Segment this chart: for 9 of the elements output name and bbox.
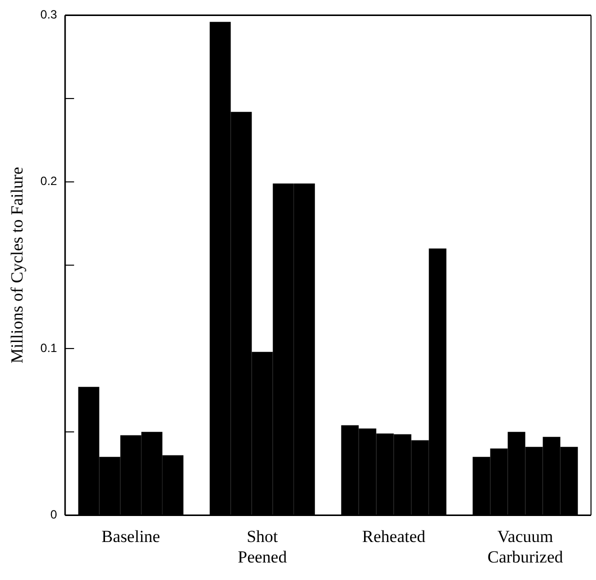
y-tick-label: 0 xyxy=(50,508,58,522)
y-tick-label: 0.3 xyxy=(40,8,58,22)
y-tick-label: 0.2 xyxy=(40,174,58,188)
x-tick-label: Baseline xyxy=(102,526,160,546)
x-tick-label: Reheated xyxy=(362,526,426,546)
x-tick-label: Shot Peened xyxy=(238,526,288,566)
y-axis-title: Millions of Cycles to Failure xyxy=(8,166,27,364)
x-tick-label: Vacuum Carburized xyxy=(487,526,564,566)
y-tick-label: 0.1 xyxy=(40,340,58,355)
